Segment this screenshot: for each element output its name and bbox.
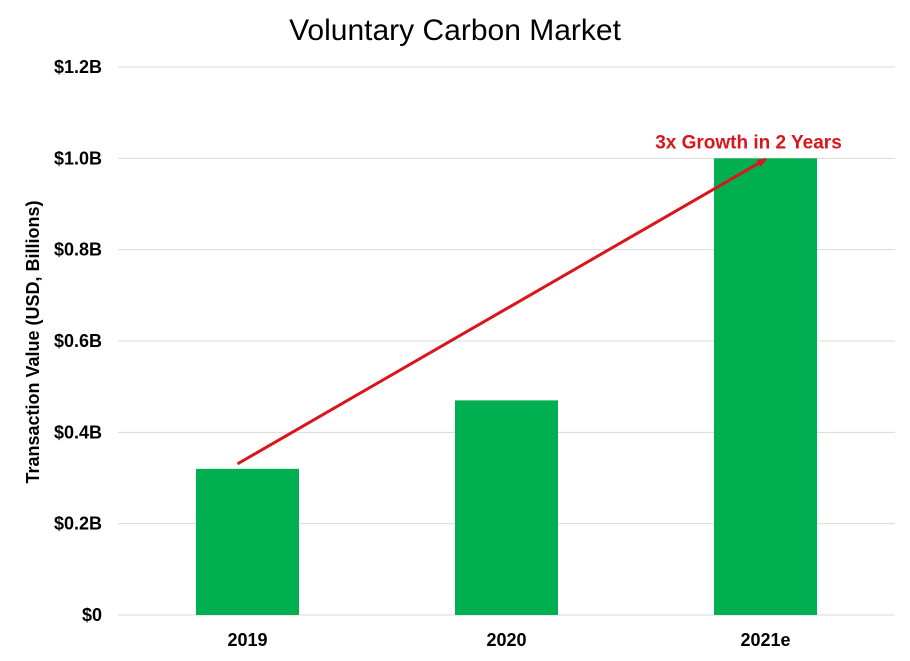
bar-2019 [196, 468, 299, 615]
y-axis-label: Transaction Value (USD, Billions) [23, 200, 43, 483]
y-tick-label: $0.8B [54, 240, 102, 260]
chart-title: Voluntary Carbon Market [289, 14, 621, 47]
x-axis-ticks: 2019 2020 2021e [227, 630, 790, 650]
x-tick-label: 2020 [486, 630, 526, 650]
x-tick-label: 2021e [740, 630, 790, 650]
y-tick-label: $0.6B [54, 331, 102, 351]
x-tick-label: 2019 [227, 630, 267, 650]
y-axis-ticks: $0 $0.2B $0.4B $0.6B $0.8B $1.0B $1.2B [54, 57, 102, 625]
growth-annotation: 3x Growth in 2 Years [236, 132, 842, 466]
bar-2020 [455, 400, 558, 615]
bar-2021e [714, 158, 817, 616]
y-tick-label: $0.2B [54, 514, 102, 534]
y-tick-label: $1.0B [54, 148, 102, 168]
growth-annotation-text: 3x Growth in 2 Years [655, 132, 842, 153]
growth-arrow [236, 158, 768, 466]
y-tick-label: $0 [82, 605, 102, 625]
bars [196, 158, 817, 616]
y-tick-label: $0.4B [54, 422, 102, 442]
y-tick-label: $1.2B [54, 57, 102, 77]
